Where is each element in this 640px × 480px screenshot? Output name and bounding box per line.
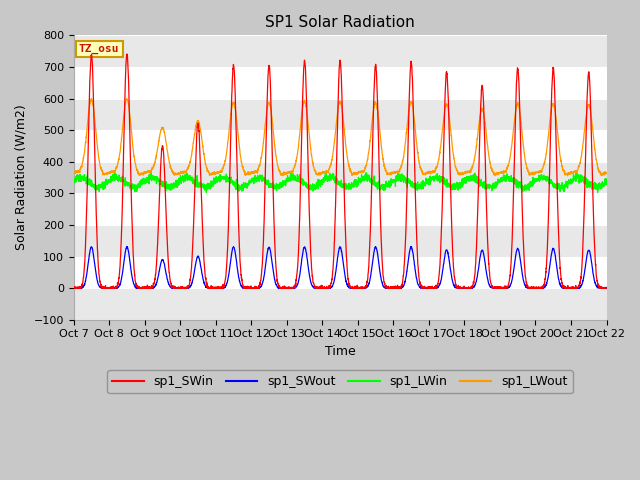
Bar [74, 162, 607, 193]
Bar [74, 288, 607, 320]
Text: TZ_osu: TZ_osu [79, 44, 120, 54]
Y-axis label: Solar Radiation (W/m2): Solar Radiation (W/m2) [15, 105, 28, 251]
Bar [74, 67, 607, 98]
Bar [74, 36, 607, 67]
X-axis label: Time: Time [324, 345, 355, 358]
Bar [74, 256, 607, 288]
Legend: sp1_SWin, sp1_SWout, sp1_LWin, sp1_LWout: sp1_SWin, sp1_SWout, sp1_LWin, sp1_LWout [108, 370, 573, 393]
Title: SP1 Solar Radiation: SP1 Solar Radiation [265, 15, 415, 30]
Bar [74, 225, 607, 256]
Bar [74, 193, 607, 225]
Bar [74, 98, 607, 130]
Bar [74, 130, 607, 162]
